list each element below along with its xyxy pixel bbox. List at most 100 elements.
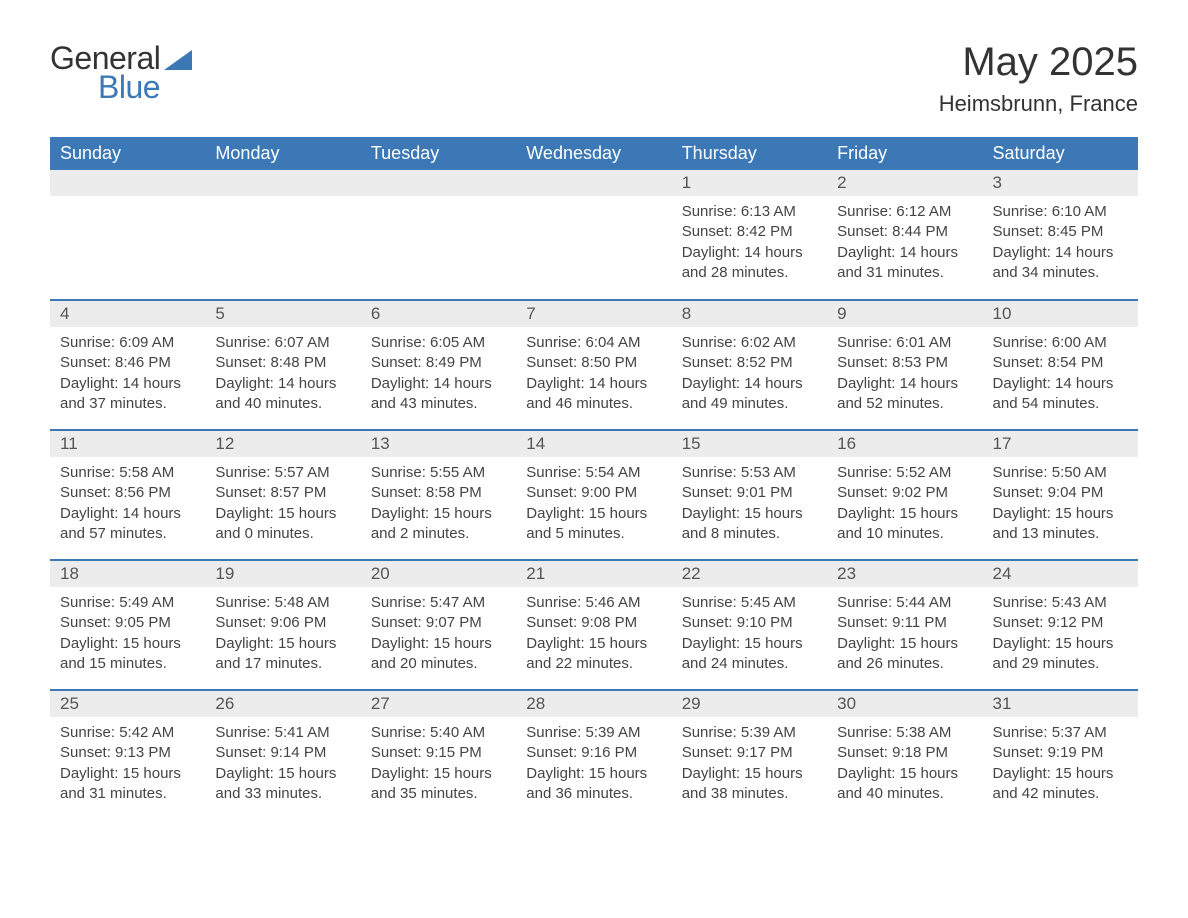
- calendar-day-cell: 15Sunrise: 5:53 AMSunset: 9:01 PMDayligh…: [672, 430, 827, 560]
- sunrise-line: Sunrise: 5:43 AM: [993, 593, 1128, 613]
- sunrise-line: Sunrise: 6:10 AM: [993, 202, 1128, 222]
- sunrise-line: Sunrise: 5:41 AM: [215, 723, 350, 743]
- calendar-day-cell: 27Sunrise: 5:40 AMSunset: 9:15 PMDayligh…: [361, 690, 516, 820]
- daylight-line: Daylight: 15 hours and 26 minutes.: [837, 634, 972, 675]
- day-number: 3: [983, 170, 1138, 196]
- sunrise-line: Sunrise: 6:13 AM: [682, 202, 817, 222]
- sunset-line: Sunset: 8:56 PM: [60, 483, 195, 503]
- sunrise-line: Sunrise: 5:46 AM: [526, 593, 661, 613]
- daylight-line: Daylight: 15 hours and 15 minutes.: [60, 634, 195, 675]
- weekday-header: Tuesday: [361, 137, 516, 170]
- day-number: 25: [50, 691, 205, 717]
- day-number: 4: [50, 301, 205, 327]
- sunset-line: Sunset: 9:06 PM: [215, 613, 350, 633]
- day-details: Sunrise: 5:45 AMSunset: 9:10 PMDaylight:…: [672, 587, 827, 680]
- sunrise-line: Sunrise: 5:39 AM: [682, 723, 817, 743]
- sunset-line: Sunset: 9:16 PM: [526, 743, 661, 763]
- daylight-line: Daylight: 15 hours and 17 minutes.: [215, 634, 350, 675]
- daylight-line: Daylight: 15 hours and 0 minutes.: [215, 504, 350, 545]
- day-number-empty: [205, 170, 360, 196]
- calendar-day-cell: 20Sunrise: 5:47 AMSunset: 9:07 PMDayligh…: [361, 560, 516, 690]
- calendar-day-cell: 1Sunrise: 6:13 AMSunset: 8:42 PMDaylight…: [672, 170, 827, 300]
- sunset-line: Sunset: 8:48 PM: [215, 353, 350, 373]
- sunrise-line: Sunrise: 6:01 AM: [837, 333, 972, 353]
- daylight-line: Daylight: 15 hours and 2 minutes.: [371, 504, 506, 545]
- day-details: Sunrise: 6:10 AMSunset: 8:45 PMDaylight:…: [983, 196, 1138, 289]
- daylight-line: Daylight: 14 hours and 46 minutes.: [526, 374, 661, 415]
- weekday-header: Sunday: [50, 137, 205, 170]
- weekday-header: Wednesday: [516, 137, 671, 170]
- calendar-day-cell: 2Sunrise: 6:12 AMSunset: 8:44 PMDaylight…: [827, 170, 982, 300]
- daylight-line: Daylight: 15 hours and 5 minutes.: [526, 504, 661, 545]
- day-details: Sunrise: 5:58 AMSunset: 8:56 PMDaylight:…: [50, 457, 205, 550]
- day-number: 27: [361, 691, 516, 717]
- day-number: 24: [983, 561, 1138, 587]
- day-details: Sunrise: 6:12 AMSunset: 8:44 PMDaylight:…: [827, 196, 982, 289]
- day-details: Sunrise: 5:55 AMSunset: 8:58 PMDaylight:…: [361, 457, 516, 550]
- sunset-line: Sunset: 9:15 PM: [371, 743, 506, 763]
- calendar-day-cell: 30Sunrise: 5:38 AMSunset: 9:18 PMDayligh…: [827, 690, 982, 820]
- page-title: May 2025: [939, 40, 1138, 85]
- day-number: 8: [672, 301, 827, 327]
- sunset-line: Sunset: 8:57 PM: [215, 483, 350, 503]
- weekday-header: Saturday: [983, 137, 1138, 170]
- daylight-line: Daylight: 14 hours and 31 minutes.: [837, 243, 972, 284]
- sunrise-line: Sunrise: 5:48 AM: [215, 593, 350, 613]
- day-number: 21: [516, 561, 671, 587]
- sunrise-line: Sunrise: 6:02 AM: [682, 333, 817, 353]
- sunrise-line: Sunrise: 6:07 AM: [215, 333, 350, 353]
- sunset-line: Sunset: 9:10 PM: [682, 613, 817, 633]
- daylight-line: Daylight: 15 hours and 42 minutes.: [993, 764, 1128, 805]
- daylight-line: Daylight: 14 hours and 37 minutes.: [60, 374, 195, 415]
- day-number-empty: [361, 170, 516, 196]
- day-details: Sunrise: 5:46 AMSunset: 9:08 PMDaylight:…: [516, 587, 671, 680]
- calendar-day-cell: 7Sunrise: 6:04 AMSunset: 8:50 PMDaylight…: [516, 300, 671, 430]
- calendar-day-cell: 8Sunrise: 6:02 AMSunset: 8:52 PMDaylight…: [672, 300, 827, 430]
- day-details: Sunrise: 5:37 AMSunset: 9:19 PMDaylight:…: [983, 717, 1138, 810]
- daylight-line: Daylight: 15 hours and 24 minutes.: [682, 634, 817, 675]
- sunset-line: Sunset: 9:12 PM: [993, 613, 1128, 633]
- day-number: 23: [827, 561, 982, 587]
- day-details: Sunrise: 5:40 AMSunset: 9:15 PMDaylight:…: [361, 717, 516, 810]
- daylight-line: Daylight: 15 hours and 13 minutes.: [993, 504, 1128, 545]
- sunset-line: Sunset: 9:08 PM: [526, 613, 661, 633]
- sunset-line: Sunset: 9:17 PM: [682, 743, 817, 763]
- daylight-line: Daylight: 14 hours and 40 minutes.: [215, 374, 350, 415]
- sunset-line: Sunset: 8:53 PM: [837, 353, 972, 373]
- daylight-line: Daylight: 15 hours and 33 minutes.: [215, 764, 350, 805]
- day-details: Sunrise: 5:57 AMSunset: 8:57 PMDaylight:…: [205, 457, 360, 550]
- weekday-header: Monday: [205, 137, 360, 170]
- calendar-day-cell: 18Sunrise: 5:49 AMSunset: 9:05 PMDayligh…: [50, 560, 205, 690]
- sunrise-line: Sunrise: 6:05 AM: [371, 333, 506, 353]
- day-details: Sunrise: 6:00 AMSunset: 8:54 PMDaylight:…: [983, 327, 1138, 420]
- daylight-line: Daylight: 15 hours and 36 minutes.: [526, 764, 661, 805]
- daylight-line: Daylight: 15 hours and 35 minutes.: [371, 764, 506, 805]
- daylight-line: Daylight: 15 hours and 20 minutes.: [371, 634, 506, 675]
- day-details: Sunrise: 5:50 AMSunset: 9:04 PMDaylight:…: [983, 457, 1138, 550]
- day-number: 30: [827, 691, 982, 717]
- day-details: Sunrise: 5:39 AMSunset: 9:17 PMDaylight:…: [672, 717, 827, 810]
- day-number: 1: [672, 170, 827, 196]
- calendar-day-cell: 6Sunrise: 6:05 AMSunset: 8:49 PMDaylight…: [361, 300, 516, 430]
- day-number: 22: [672, 561, 827, 587]
- sunset-line: Sunset: 8:44 PM: [837, 222, 972, 242]
- day-number: 13: [361, 431, 516, 457]
- daylight-line: Daylight: 15 hours and 38 minutes.: [682, 764, 817, 805]
- header: General Blue May 2025 Heimsbrunn, France: [50, 40, 1138, 117]
- sunset-line: Sunset: 8:50 PM: [526, 353, 661, 373]
- sunset-line: Sunset: 9:19 PM: [993, 743, 1128, 763]
- day-details: Sunrise: 6:02 AMSunset: 8:52 PMDaylight:…: [672, 327, 827, 420]
- day-number-empty: [50, 170, 205, 196]
- sunrise-line: Sunrise: 5:49 AM: [60, 593, 195, 613]
- calendar-day-cell: 19Sunrise: 5:48 AMSunset: 9:06 PMDayligh…: [205, 560, 360, 690]
- sunrise-line: Sunrise: 5:37 AM: [993, 723, 1128, 743]
- calendar-day-cell: 22Sunrise: 5:45 AMSunset: 9:10 PMDayligh…: [672, 560, 827, 690]
- calendar-day-cell: 17Sunrise: 5:50 AMSunset: 9:04 PMDayligh…: [983, 430, 1138, 560]
- page-subtitle: Heimsbrunn, France: [939, 91, 1138, 117]
- calendar-day-cell: 4Sunrise: 6:09 AMSunset: 8:46 PMDaylight…: [50, 300, 205, 430]
- sunset-line: Sunset: 8:49 PM: [371, 353, 506, 373]
- calendar-day-cell: [516, 170, 671, 300]
- calendar-day-cell: [50, 170, 205, 300]
- sunrise-line: Sunrise: 6:12 AM: [837, 202, 972, 222]
- daylight-line: Daylight: 14 hours and 52 minutes.: [837, 374, 972, 415]
